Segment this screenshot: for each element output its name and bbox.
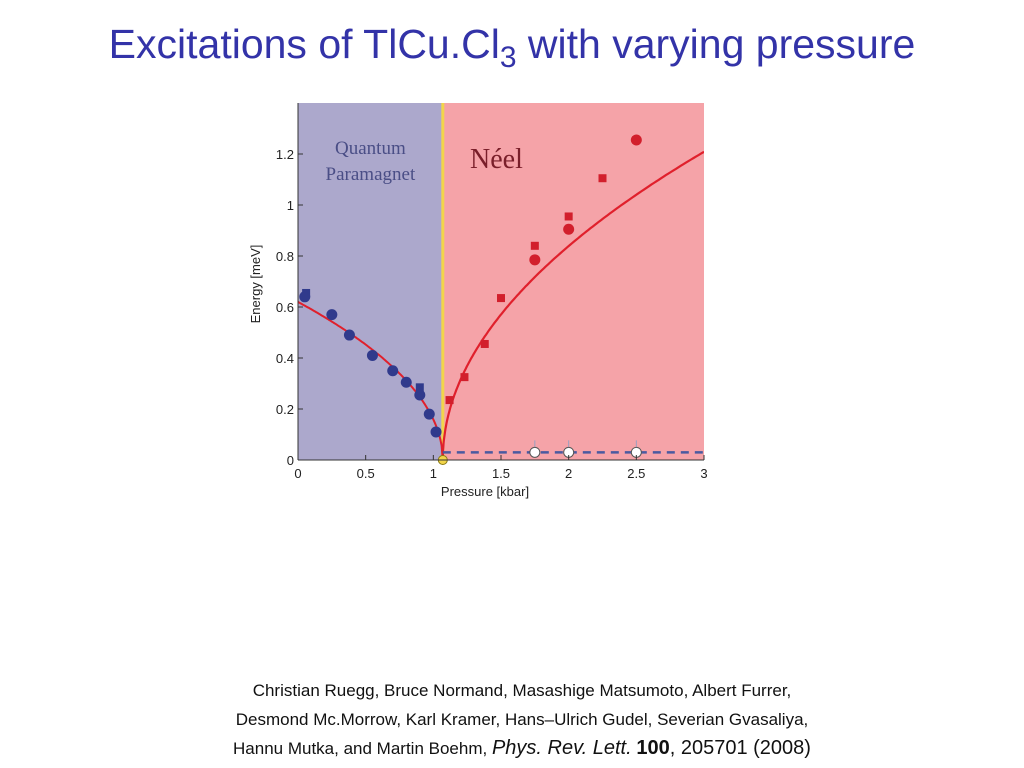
y-tick-label-1: 0.2 <box>276 402 294 417</box>
data-point-blue-circle-8 <box>430 426 442 438</box>
slide-title: Excitations of TlCu.Cl3 with varying pre… <box>0 14 1024 88</box>
x-tick-label-2: 1 <box>430 466 437 481</box>
data-point-blue-circle-4 <box>387 365 399 377</box>
data-point-blue-circle-2 <box>343 329 355 341</box>
citation-line-1: Christian Ruegg, Bruce Normand, Masashig… <box>252 681 792 700</box>
title-rest: with varying pressure <box>516 21 916 67</box>
citation-line-3: Hannu Mutka, and Martin Boehm, Phys. Rev… <box>0 734 1024 763</box>
y-tick-label-3: 0.6 <box>276 300 294 315</box>
region-label-quantum: Quantum <box>335 138 406 159</box>
data-point-red-circle-0 <box>529 254 541 266</box>
data-point-blue-square-0 <box>302 288 311 297</box>
data-point-blue-square-1 <box>415 383 424 392</box>
pressure-energy-chart: Quantum Paramagnet Néel 0 0.5 1 1.5 2 2.5 3 0 0.2 0… <box>240 96 720 508</box>
x-tick-label-4: 2 <box>565 466 572 481</box>
title-main: Excitations of TlCu.Cl <box>108 21 500 67</box>
region-label-neel: Néel <box>470 144 523 175</box>
data-point-red-square-3 <box>497 294 505 303</box>
data-point-red-circle-2 <box>630 134 642 146</box>
data-point-red-circle-1 <box>563 223 575 235</box>
x-tick-label-6: 3 <box>700 466 707 481</box>
data-point-red-square-6 <box>598 174 607 183</box>
citation-authors-end: Hannu Mutka, and Martin Boehm, <box>233 739 488 758</box>
fit-curve-neel <box>441 150 704 460</box>
journal-name: Phys. Rev. Lett. <box>491 737 632 759</box>
data-point-blue-circle-1 <box>326 309 338 321</box>
x-tick-label-0: 0 <box>294 466 301 481</box>
citation: Christian Ruegg, Bruce Normand, Masashig… <box>0 676 1024 763</box>
data-point-red-square-5 <box>564 212 573 221</box>
quantum-paramagnet-region <box>298 103 443 460</box>
y-axis-label: Energy [meV] <box>248 245 263 324</box>
data-point-blue-circle-3 <box>366 349 378 361</box>
neel-region <box>442 103 704 460</box>
data-point-red-square-0 <box>445 396 454 405</box>
data-point-blue-circle-7 <box>423 408 435 420</box>
data-point-red-square-2 <box>480 339 489 348</box>
data-point-red-square-1 <box>460 373 469 382</box>
data-point-red-square-4 <box>530 241 539 250</box>
data-point-blue-circle-5 <box>400 376 412 388</box>
journal-volume: 100 <box>636 737 670 759</box>
data-point-blue-circle-6 <box>414 389 426 401</box>
data-point-white-open-circle-0 <box>529 446 541 458</box>
y-tick-label-5: 1 <box>287 198 294 213</box>
x-tick-label-3: 1.5 <box>492 466 510 481</box>
citation-line-2: Desmond Mc.Morrow, Karl Kramer, Hans–Ulr… <box>235 710 809 729</box>
y-tick-label-4: 0.8 <box>276 249 294 264</box>
article-and-year: , 205701 (2008) <box>669 737 811 759</box>
region-label-paramagnet: Paramagnet <box>326 164 416 185</box>
x-tick-label-5: 2.5 <box>627 466 645 481</box>
y-tick-label-0: 0 <box>287 453 294 468</box>
x-tick-label-1: 0.5 <box>357 466 375 481</box>
x-axis-label: Pressure [kbar] <box>441 484 529 499</box>
y-tick-label-2: 0.4 <box>276 351 294 366</box>
title-subscript: 3 <box>499 41 517 74</box>
y-tick-label-6: 1.2 <box>276 147 294 162</box>
